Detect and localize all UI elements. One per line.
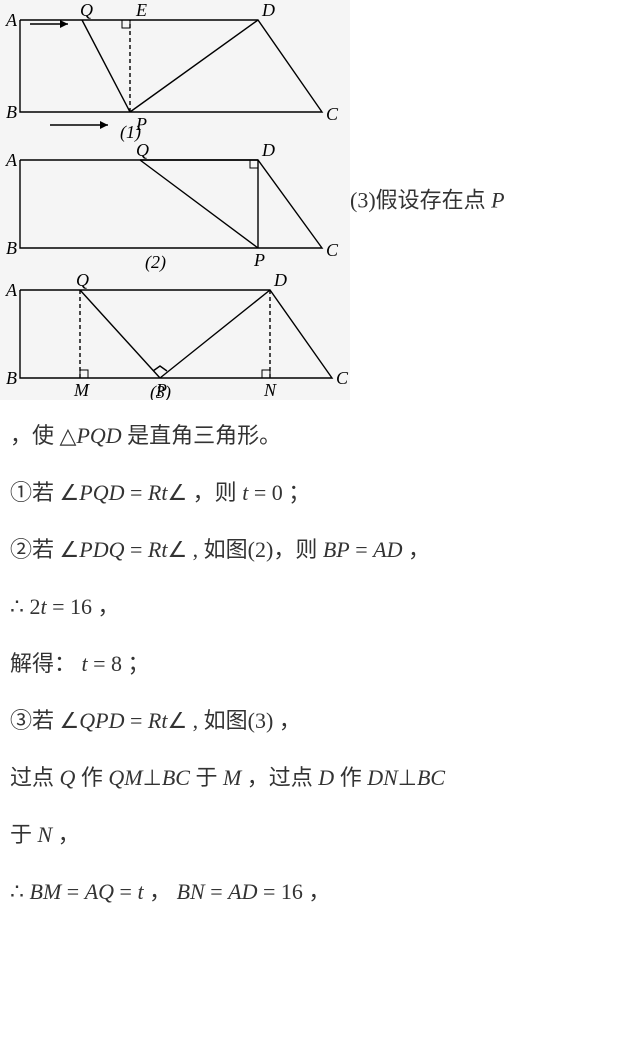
content-root: ABCDQEP(1)ABCDQP(2)ABCDQPMN(3) (3)假设存在点 …: [0, 0, 640, 927]
svg-text:A: A: [5, 280, 18, 300]
svg-text:C: C: [326, 240, 339, 260]
para-1: ，使 △PQD 是直角三角形。: [10, 408, 630, 463]
svg-text:Q: Q: [80, 0, 93, 20]
geometry-diagrams: ABCDQEP(1)ABCDQP(2)ABCDQPMN(3): [0, 0, 350, 400]
svg-text:A: A: [5, 10, 18, 30]
svg-text:C: C: [326, 104, 339, 124]
para-2: ①若 ∠PQD = Rt∠ ，则 t = 0 ；: [10, 465, 630, 520]
svg-text:Q: Q: [136, 140, 149, 160]
svg-text:N: N: [263, 380, 277, 400]
para-6: ③若 ∠QPD = Rt∠ , 如图(3) ，: [10, 693, 630, 748]
solution-text: ，使 △PQD 是直角三角形。 ①若 ∠PQD = Rt∠ ，则 t = 0 ；…: [0, 400, 640, 927]
svg-text:C: C: [336, 368, 349, 388]
svg-text:E: E: [135, 0, 147, 20]
para-9: ∴ BM = AQ = t ， BN = AD = 16 ，: [10, 864, 630, 919]
svg-text:(3): (3): [150, 382, 171, 400]
svg-text:M: M: [73, 380, 90, 400]
svg-text:(2): (2): [145, 252, 166, 273]
para-4: ∴ 2t = 16 ，: [10, 579, 630, 634]
svg-text:D: D: [261, 140, 275, 160]
svg-text:P: P: [253, 250, 265, 270]
svg-text:Q: Q: [76, 270, 89, 290]
svg-text:B: B: [6, 238, 17, 258]
para-5: 解得： t = 8 ；: [10, 636, 630, 691]
para-8: 于 N ，: [10, 807, 630, 862]
svg-text:B: B: [6, 102, 17, 122]
svg-text:D: D: [261, 0, 275, 20]
svg-text:D: D: [273, 270, 287, 290]
para-7: 过点 Q 作 QM⊥BC 于 M ，过点 D 作 DN⊥BC: [10, 750, 630, 805]
inline-text-after-diagram: (3)假设存在点 P: [350, 188, 505, 213]
diagram-container: ABCDQEP(1)ABCDQP(2)ABCDQPMN(3): [0, 0, 350, 400]
svg-text:B: B: [6, 368, 17, 388]
diagram-row: ABCDQEP(1)ABCDQP(2)ABCDQPMN(3) (3)假设存在点 …: [0, 0, 640, 400]
para-3: ②若 ∠PDQ = Rt∠ , 如图(2)，则 BP = AD ，: [10, 522, 630, 577]
svg-text:A: A: [5, 150, 18, 170]
